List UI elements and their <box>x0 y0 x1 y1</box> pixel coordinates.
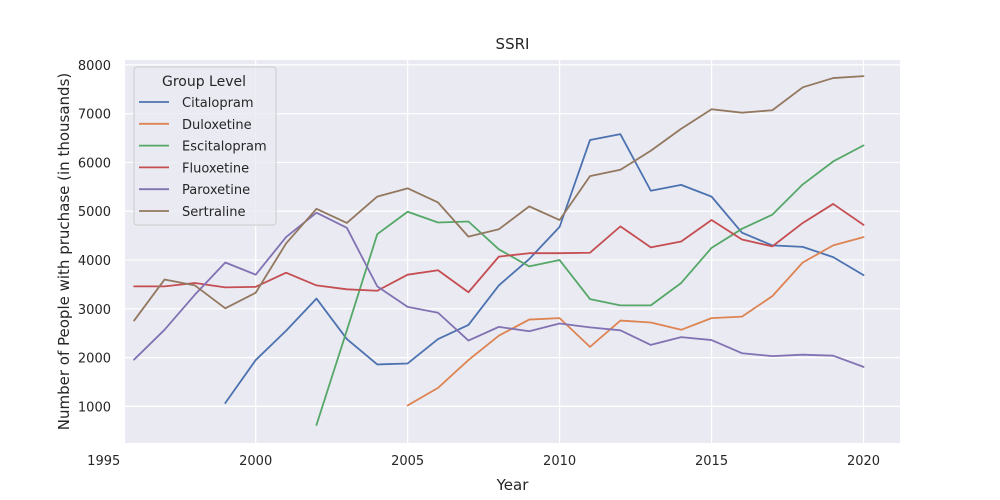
series-line-escitalopram <box>315 144 865 426</box>
tick-labels: 1995 2000 2005 2010 2015 2020 1000 2000 3000 4000… <box>78 59 880 469</box>
legend-label-fluoxetine: Fluoxetine <box>182 161 249 176</box>
legend-label-paroxetine: Paroxetine <box>182 183 250 198</box>
y-tick-label: 8000 <box>78 59 111 74</box>
chart-title: SSRI <box>496 35 530 53</box>
series-lines <box>133 75 865 426</box>
x-tick-label: 2000 <box>239 454 272 469</box>
x-tick-label: 1995 <box>87 454 120 469</box>
series-line-citalopram <box>224 133 865 404</box>
y-tick-label: 4000 <box>78 254 111 269</box>
y-tick-label: 5000 <box>78 205 111 220</box>
x-tick-label: 2015 <box>695 454 728 469</box>
y-tick-label: 1000 <box>78 400 111 415</box>
grid <box>103 60 900 443</box>
legend-label-escitalopram: Escitalopram <box>182 140 267 155</box>
x-tick-label: 2005 <box>391 454 424 469</box>
x-tick-label: 2010 <box>543 454 576 469</box>
legend-title: Group Level <box>162 74 246 90</box>
x-tick-label: 2020 <box>847 454 880 469</box>
legend-box <box>133 66 277 226</box>
series-line-paroxetine <box>133 211 865 368</box>
legend-label-citalopram: Citalopram <box>182 96 254 111</box>
series-line-fluoxetine <box>133 203 865 294</box>
y-tick-label: 6000 <box>78 156 111 171</box>
legend: Group Level Citalopram Duloxetine Escitalo… <box>133 66 277 226</box>
legend-label-sertraline: Sertraline <box>182 205 245 220</box>
y-tick-label: 2000 <box>78 352 111 367</box>
series-line-duloxetine <box>406 236 865 407</box>
y-tick-label: 3000 <box>78 303 111 318</box>
series-line-sertraline <box>133 75 865 322</box>
y-axis-label: Number of People with pruchase (in thous… <box>55 73 73 430</box>
y-tick-label: 7000 <box>78 108 111 123</box>
legend-label-duloxetine: Duloxetine <box>182 118 252 133</box>
x-axis-label: Year <box>496 476 530 494</box>
